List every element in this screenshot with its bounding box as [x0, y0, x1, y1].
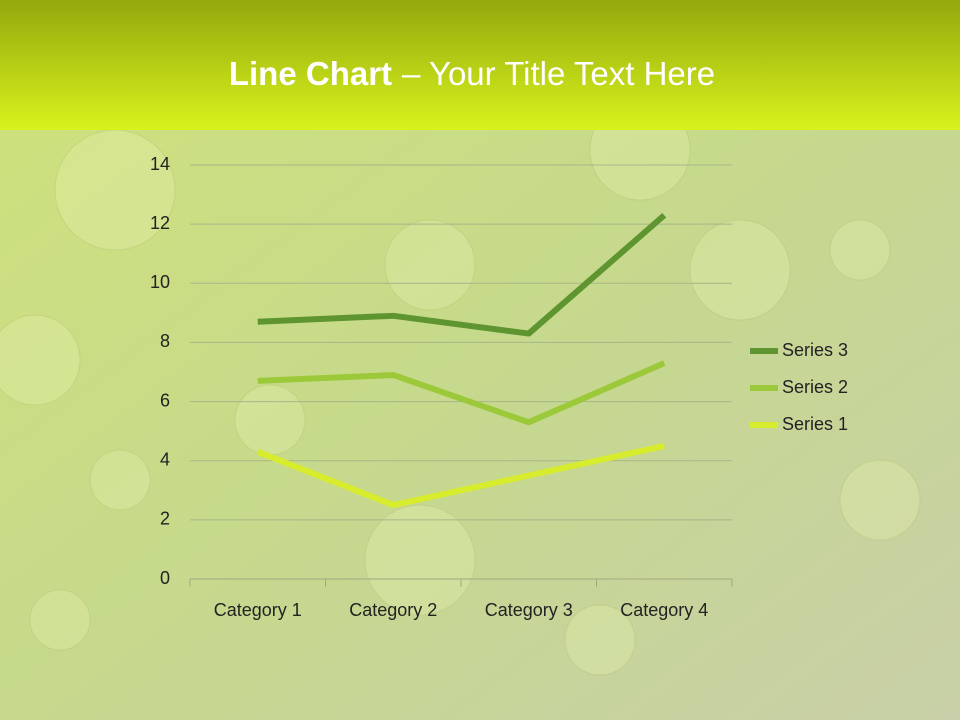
y-tick-label: 12	[150, 213, 170, 233]
droplets	[0, 99, 921, 676]
legend-label: Series 3	[782, 340, 848, 360]
series-line	[256, 442, 665, 509]
y-tick-label: 10	[150, 272, 170, 292]
y-tick-label: 4	[160, 449, 170, 469]
x-tick-label: Category 2	[349, 600, 437, 620]
y-tick-label: 8	[160, 331, 170, 351]
x-tick-label: Category 3	[485, 600, 573, 620]
x-tick-label: Category 4	[620, 600, 708, 620]
y-tick-label: 2	[160, 509, 170, 529]
title-bold: Line Chart	[229, 55, 392, 92]
y-tick-label: 14	[150, 154, 170, 174]
chart-title: Line Chart – Your Title Text Here	[229, 55, 715, 92]
y-tick-label: 6	[160, 390, 170, 410]
legend-label: Series 2	[782, 377, 848, 397]
legend-label: Series 1	[782, 414, 848, 434]
x-tick-label: Category 1	[214, 600, 302, 620]
series-line	[257, 213, 667, 337]
title-rest: – Your Title Text Here	[402, 55, 715, 92]
title-band	[0, 0, 960, 130]
series-line	[257, 360, 666, 426]
y-tick-label: 0	[160, 568, 170, 588]
